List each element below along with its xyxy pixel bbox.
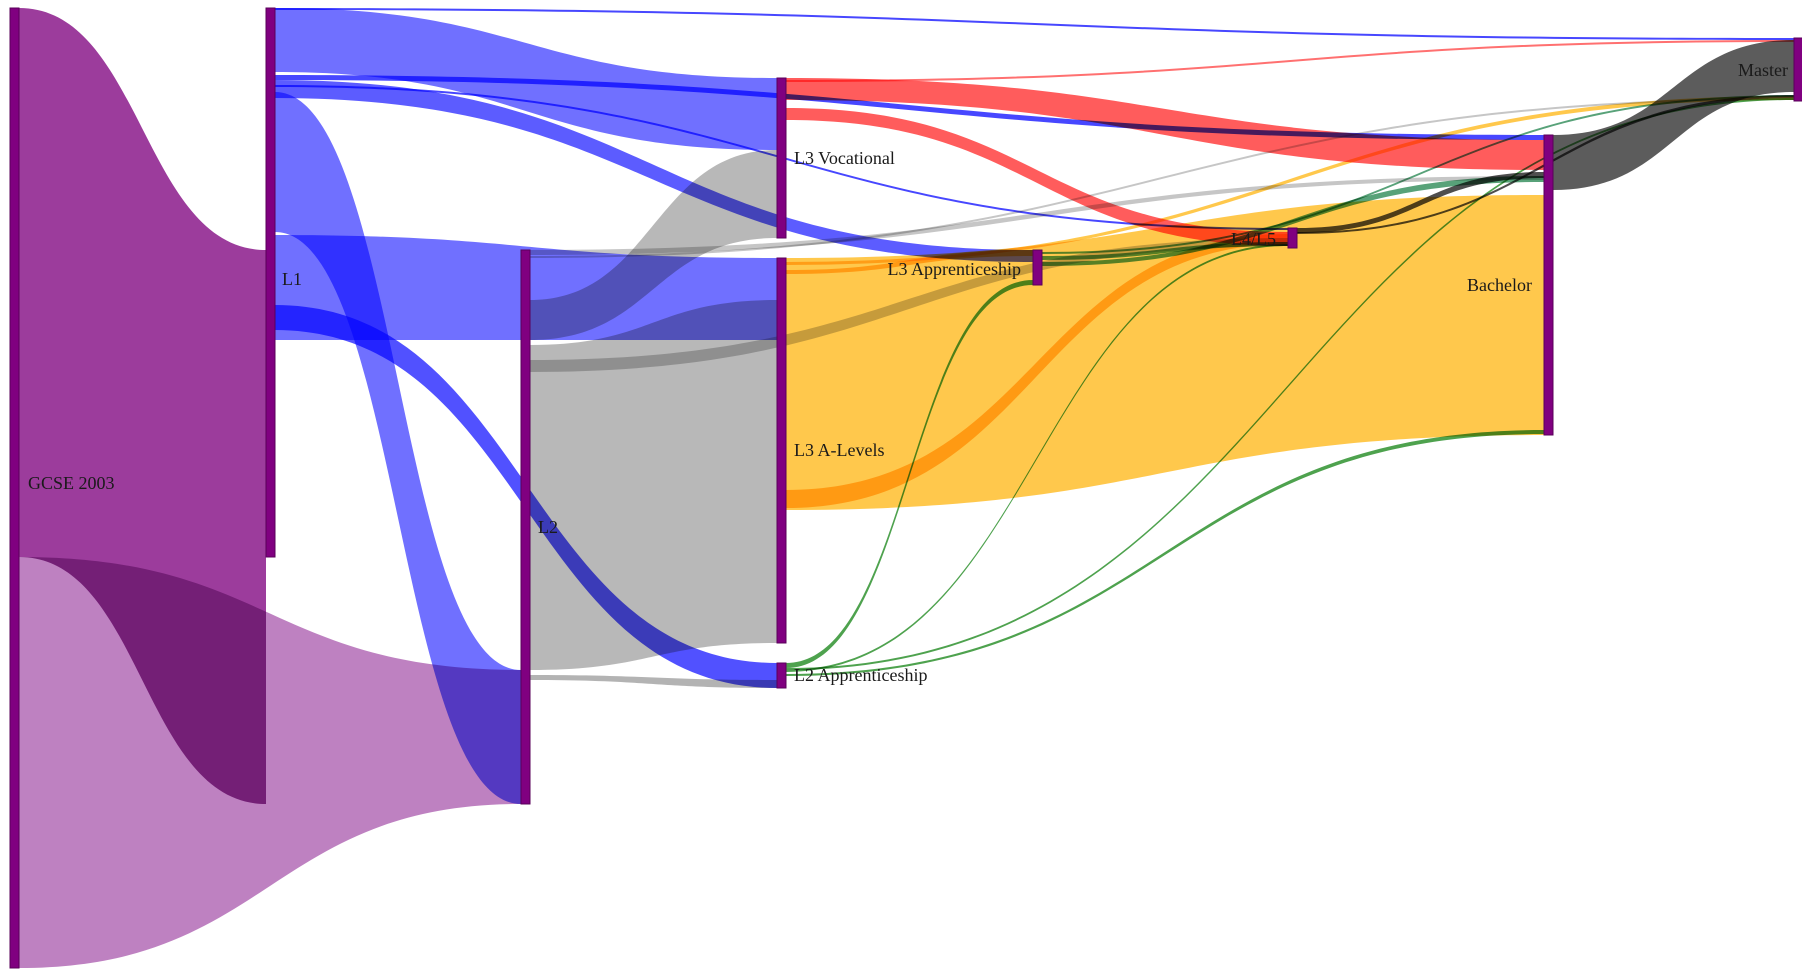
node-label-master: Master [1738, 60, 1788, 80]
node-l3alev [776, 257, 787, 644]
node-label-l1: L1 [282, 269, 302, 289]
sankey-links [19, 8, 1794, 968]
link-l2-to-bach [530, 176, 1544, 255]
node-label-l45: L4/L5 [1231, 229, 1276, 249]
node-label-gcse: GCSE 2003 [28, 473, 115, 493]
link-l1-to-l3app [275, 80, 1033, 262]
sankey-labels: GCSE 2003 L1 L2 L3 Vocational L3 A-Levels L2 … [28, 60, 1788, 685]
node-l2 [520, 249, 531, 805]
link-l1-to-l2 [275, 92, 521, 804]
link-l1-to-master [275, 8, 1794, 40]
link-l3voc-to-bach [786, 78, 1544, 170]
link-l2-to-l3voc [530, 150, 777, 340]
node-label-l3app: L3 Apprenticeship [888, 259, 1021, 279]
sankey-nodes [9, 7, 1802, 969]
link-l3voc-to-master [786, 40, 1794, 82]
link-l2app-to-bach [786, 430, 1544, 676]
node-l1 [265, 7, 276, 558]
link-bach-to-master [1553, 40, 1794, 190]
link-l1-to-bach [275, 75, 1544, 140]
node-l2app [776, 662, 787, 689]
link-l3alev-to-master [786, 96, 1794, 265]
node-gcse [9, 7, 20, 969]
link-l3voc-to-l45 [786, 108, 1288, 246]
node-label-l3alev: L3 A-Levels [794, 440, 884, 460]
node-label-l2app: L2 Apprenticeship [794, 665, 927, 685]
node-l45 [1287, 227, 1298, 249]
link-gcse-to-l2 [19, 557, 521, 968]
node-label-bach: Bachelor [1467, 275, 1532, 295]
link-l2app-to-l3app [786, 280, 1033, 668]
node-label-l2: L2 [538, 517, 558, 537]
link-l2-to-l2app [530, 675, 777, 688]
link-l3app-to-master [1042, 95, 1794, 254]
node-l3app [1032, 249, 1043, 286]
link-l2app-to-master [786, 98, 1794, 670]
link-l2app-to-l45 [786, 244, 1288, 672]
link-l45-to-bach [1297, 172, 1544, 233]
link-l2-to-master [530, 98, 1794, 258]
node-master [1793, 37, 1802, 102]
link-l3alev-to-l45 [786, 234, 1288, 508]
node-l3voc [776, 77, 787, 239]
node-label-l3voc: L3 Vocational [794, 148, 895, 168]
link-l2-to-l3alev [530, 300, 777, 670]
node-bach [1543, 134, 1554, 436]
link-l3app-to-l45 [1042, 242, 1288, 260]
